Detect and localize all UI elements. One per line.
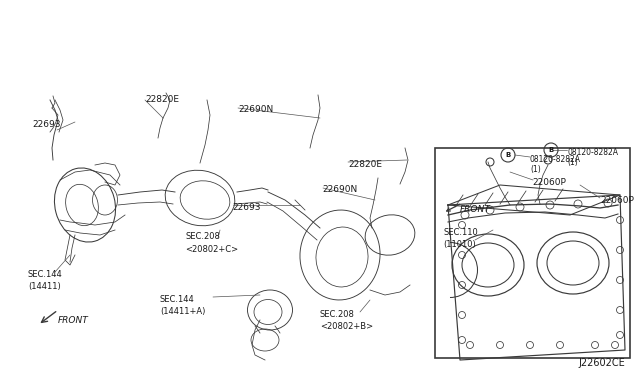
Text: FRONT: FRONT [58, 316, 89, 325]
Text: (1): (1) [567, 158, 578, 167]
Text: SEC.144: SEC.144 [28, 270, 63, 279]
Text: 08120-8282A: 08120-8282A [530, 155, 581, 164]
Text: SEC.144: SEC.144 [160, 295, 195, 304]
Text: 22693: 22693 [232, 203, 260, 212]
Text: (1): (1) [530, 165, 541, 174]
Text: J22602CE: J22602CE [578, 358, 625, 368]
Text: 22060P: 22060P [600, 196, 634, 205]
Text: <20802+C>: <20802+C> [185, 245, 238, 254]
Text: 22820E: 22820E [145, 95, 179, 104]
Text: <20802+B>: <20802+B> [320, 322, 373, 331]
Text: SEC.110: SEC.110 [443, 228, 477, 237]
Text: 22693: 22693 [32, 120, 61, 129]
Text: 22060P: 22060P [532, 178, 566, 187]
Text: B: B [506, 152, 511, 158]
Text: (14411+A): (14411+A) [160, 307, 205, 316]
Text: 22690N: 22690N [238, 105, 273, 114]
Text: 22690N: 22690N [322, 185, 357, 194]
Text: B: B [548, 147, 554, 153]
Text: (11010): (11010) [443, 240, 476, 249]
Text: 22820E: 22820E [348, 160, 382, 169]
Text: FRONT: FRONT [460, 205, 491, 214]
Text: (14411): (14411) [28, 282, 61, 291]
Text: 08120-8282A: 08120-8282A [567, 148, 618, 157]
Text: SEC.208: SEC.208 [320, 310, 355, 319]
Text: SEC.208: SEC.208 [185, 232, 220, 241]
Bar [435, 148, 630, 358]
